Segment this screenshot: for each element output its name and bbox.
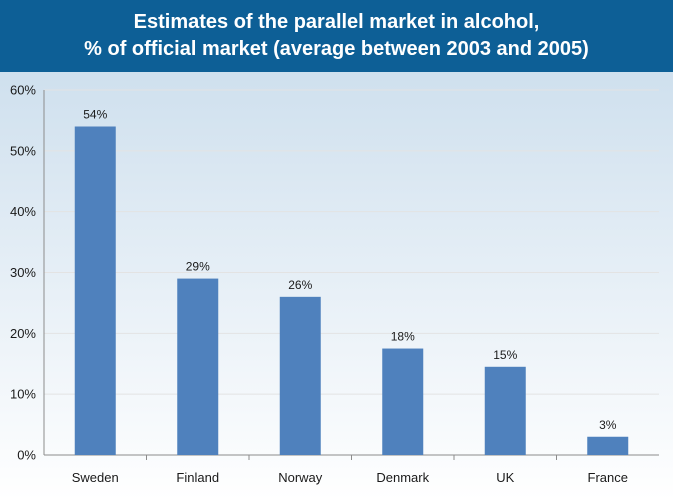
bar <box>587 436 629 455</box>
chart-title-banner: Estimates of the parallel market in alco… <box>0 0 673 73</box>
x-tick-label: Norway <box>278 470 323 485</box>
chart-title-line-2: % of official market (average between 20… <box>84 38 589 60</box>
y-tick-label: 40% <box>10 204 36 219</box>
x-tick-label: France <box>588 470 628 485</box>
bar <box>279 296 321 455</box>
data-label: 26% <box>288 278 312 292</box>
bar <box>74 126 116 455</box>
bar <box>484 366 526 455</box>
x-tick-label: Sweden <box>72 470 119 485</box>
x-tick-label: UK <box>496 470 514 485</box>
bar <box>177 278 219 455</box>
chart-title-line-1: Estimates of the parallel market in alco… <box>133 11 540 33</box>
data-label: 3% <box>599 418 617 432</box>
y-tick-label: 10% <box>10 387 36 402</box>
data-label: 15% <box>493 348 517 362</box>
y-tick-label: 0% <box>17 448 36 463</box>
y-tick-label: 50% <box>10 143 36 158</box>
data-label: 29% <box>186 260 210 274</box>
x-tick-label: Finland <box>176 470 219 485</box>
bar <box>382 348 424 455</box>
bar-chart: 0% 10% 20% 30% 40% 50% 60% 54% Sweden 29% Finland 2… <box>0 72 673 500</box>
y-tick-label: 60% <box>10 83 36 98</box>
y-tick-label: 20% <box>10 326 36 341</box>
data-label: 54% <box>83 108 107 122</box>
x-tick-label: Denmark <box>376 470 429 485</box>
y-tick-label: 30% <box>10 265 36 280</box>
data-label: 18% <box>391 330 415 344</box>
